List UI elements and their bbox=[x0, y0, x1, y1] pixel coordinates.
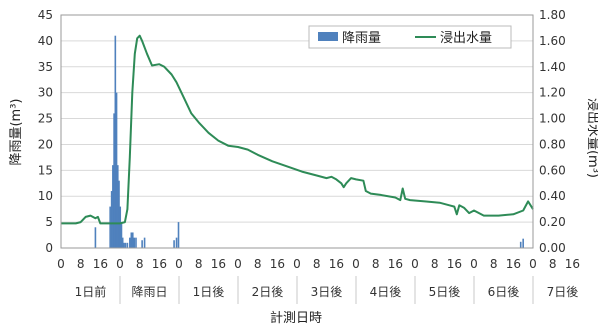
y-left-tick-label: 20 bbox=[38, 137, 53, 151]
rainfall-bar bbox=[519, 241, 522, 248]
x-hour-tick-label: 0 bbox=[57, 257, 65, 271]
x-hour-tick-label: 0 bbox=[234, 257, 242, 271]
y-left-tick-label: 30 bbox=[38, 86, 53, 100]
x-hour-tick-label: 16 bbox=[211, 257, 226, 271]
rainfall-bar bbox=[116, 165, 119, 248]
x-hour-tick-label: 16 bbox=[152, 257, 167, 271]
rainfall-bar bbox=[129, 237, 131, 248]
legend: 降雨量 浸出水量 bbox=[308, 25, 512, 49]
right-axis-ticks: 0.00 0.20 0.40 0.60 0.80 1.00 1.20 1.40 1.60 1.80 bbox=[539, 8, 566, 255]
x-hour-tick-label: 8 bbox=[313, 257, 321, 271]
legend-box bbox=[308, 25, 512, 49]
y-right-tick-label: 0.80 bbox=[539, 137, 566, 151]
rainfall-bar bbox=[114, 35, 117, 248]
x-hour-tick-label: 16 bbox=[270, 257, 285, 271]
x-hour-tick-label: 16 bbox=[329, 257, 344, 271]
y-right-tick-label: 1.20 bbox=[539, 86, 566, 100]
rainfall-bar bbox=[112, 165, 114, 248]
y-left-tick-label: 5 bbox=[45, 215, 53, 229]
x-hour-tick-label: 8 bbox=[195, 257, 203, 271]
y-right-tick-label: 1.40 bbox=[539, 60, 566, 74]
left-axis-title: 降雨量(m³) bbox=[9, 98, 24, 165]
x-hour-tick-label: 16 bbox=[447, 257, 462, 271]
x-hour-tick-label: 8 bbox=[490, 257, 498, 271]
x-hour-tick-label: 8 bbox=[549, 257, 557, 271]
rainfall-bar bbox=[123, 242, 125, 248]
x-day-label: 6日後 bbox=[488, 285, 520, 299]
y-right-tick-label: 1.60 bbox=[539, 34, 566, 48]
x-hour-tick-label: 16 bbox=[388, 257, 403, 271]
x-hour-tick-label: 0 bbox=[352, 257, 360, 271]
y-left-tick-label: 40 bbox=[38, 34, 53, 48]
rainfall-bar bbox=[124, 242, 127, 248]
rainfall-bar bbox=[177, 222, 180, 248]
rainfall-bar bbox=[141, 240, 143, 248]
y-left-tick-label: 10 bbox=[38, 189, 53, 203]
plot-frame bbox=[60, 14, 534, 249]
rainfall-bar bbox=[130, 232, 133, 248]
rainfall-bar bbox=[110, 191, 113, 248]
x-hour-tick-label: 0 bbox=[175, 257, 183, 271]
x-hour-tick-label: 16 bbox=[506, 257, 521, 271]
x-hour-tick-label: 0 bbox=[116, 257, 124, 271]
x-day-label: 1日後 bbox=[193, 285, 225, 299]
x-hour-tick-label: 8 bbox=[77, 257, 85, 271]
rainfall-bar bbox=[109, 206, 111, 248]
rainfall-bar bbox=[175, 237, 178, 248]
x-day-label: 4日後 bbox=[370, 285, 402, 299]
x-hour-tick-label: 0 bbox=[293, 257, 301, 271]
y-right-tick-label: 0.20 bbox=[539, 215, 566, 229]
right-axis-title: 浸出水量(m³) bbox=[585, 98, 598, 178]
rainfall-bar bbox=[133, 237, 136, 248]
x-hour-tick-label: 0 bbox=[470, 257, 478, 271]
x-day-label: 1日前 bbox=[75, 284, 107, 299]
y-right-tick-label: 1.80 bbox=[539, 8, 566, 22]
x-day-label: 降雨日 bbox=[131, 285, 167, 299]
rainfall-bar bbox=[120, 222, 123, 248]
rainfall-bar bbox=[173, 240, 175, 248]
rainfall-bar bbox=[522, 238, 524, 248]
x-day-label: 2日後 bbox=[252, 285, 284, 299]
rainfall-bar bbox=[126, 242, 129, 248]
y-left-tick-label: 25 bbox=[38, 112, 53, 126]
x-day-label: 3日後 bbox=[311, 285, 343, 299]
legend-label-leachate: 浸出水量 bbox=[440, 31, 492, 46]
rainfall-bar bbox=[135, 237, 137, 248]
rainfall-bars bbox=[94, 35, 524, 249]
x-hour-tick-label: 8 bbox=[254, 257, 262, 271]
x-axis-title: 計測日時 bbox=[270, 310, 322, 326]
legend-label-rainfall: 降雨量 bbox=[342, 31, 381, 46]
y-left-tick-label: 0 bbox=[45, 241, 53, 255]
leachate-line bbox=[61, 34, 534, 225]
rainfall-bar bbox=[94, 227, 97, 248]
x-day-label: 5日後 bbox=[429, 285, 461, 299]
rainfall-bar bbox=[118, 180, 120, 248]
rainfall-bar bbox=[119, 206, 122, 248]
x-hour-tick-label: 0 bbox=[411, 257, 419, 271]
y-left-tick-label: 35 bbox=[38, 60, 53, 74]
x-hour-tick-label: 16 bbox=[565, 257, 580, 271]
left-axis-ticks: 0 5 10 15 20 25 30 35 40 45 bbox=[38, 8, 53, 255]
x-day-label: 7日後 bbox=[547, 285, 579, 299]
y-right-tick-label: 0.40 bbox=[539, 189, 566, 203]
rainfall-bar bbox=[113, 113, 115, 248]
y-left-tick-label: 15 bbox=[38, 163, 53, 177]
x-hour-tick-label: 8 bbox=[136, 257, 144, 271]
y-right-tick-label: 1.00 bbox=[539, 112, 566, 126]
x-hour-tick-label: 8 bbox=[431, 257, 439, 271]
x-hour-tick-label: 0 bbox=[529, 257, 537, 271]
x-hour-tick-label: 8 bbox=[372, 257, 380, 271]
rainfall-bar bbox=[131, 232, 134, 248]
legend-swatch-rainfall bbox=[318, 32, 338, 41]
rainfall-bar bbox=[143, 237, 146, 248]
y-right-tick-label: 0.60 bbox=[539, 163, 566, 177]
rainfall-bar bbox=[115, 92, 118, 249]
y-right-tick-label: 0.00 bbox=[539, 241, 566, 255]
x-hour-tick-label: 16 bbox=[93, 257, 108, 271]
rainfall-bar bbox=[121, 237, 124, 248]
y-left-tick-label: 45 bbox=[38, 8, 53, 22]
